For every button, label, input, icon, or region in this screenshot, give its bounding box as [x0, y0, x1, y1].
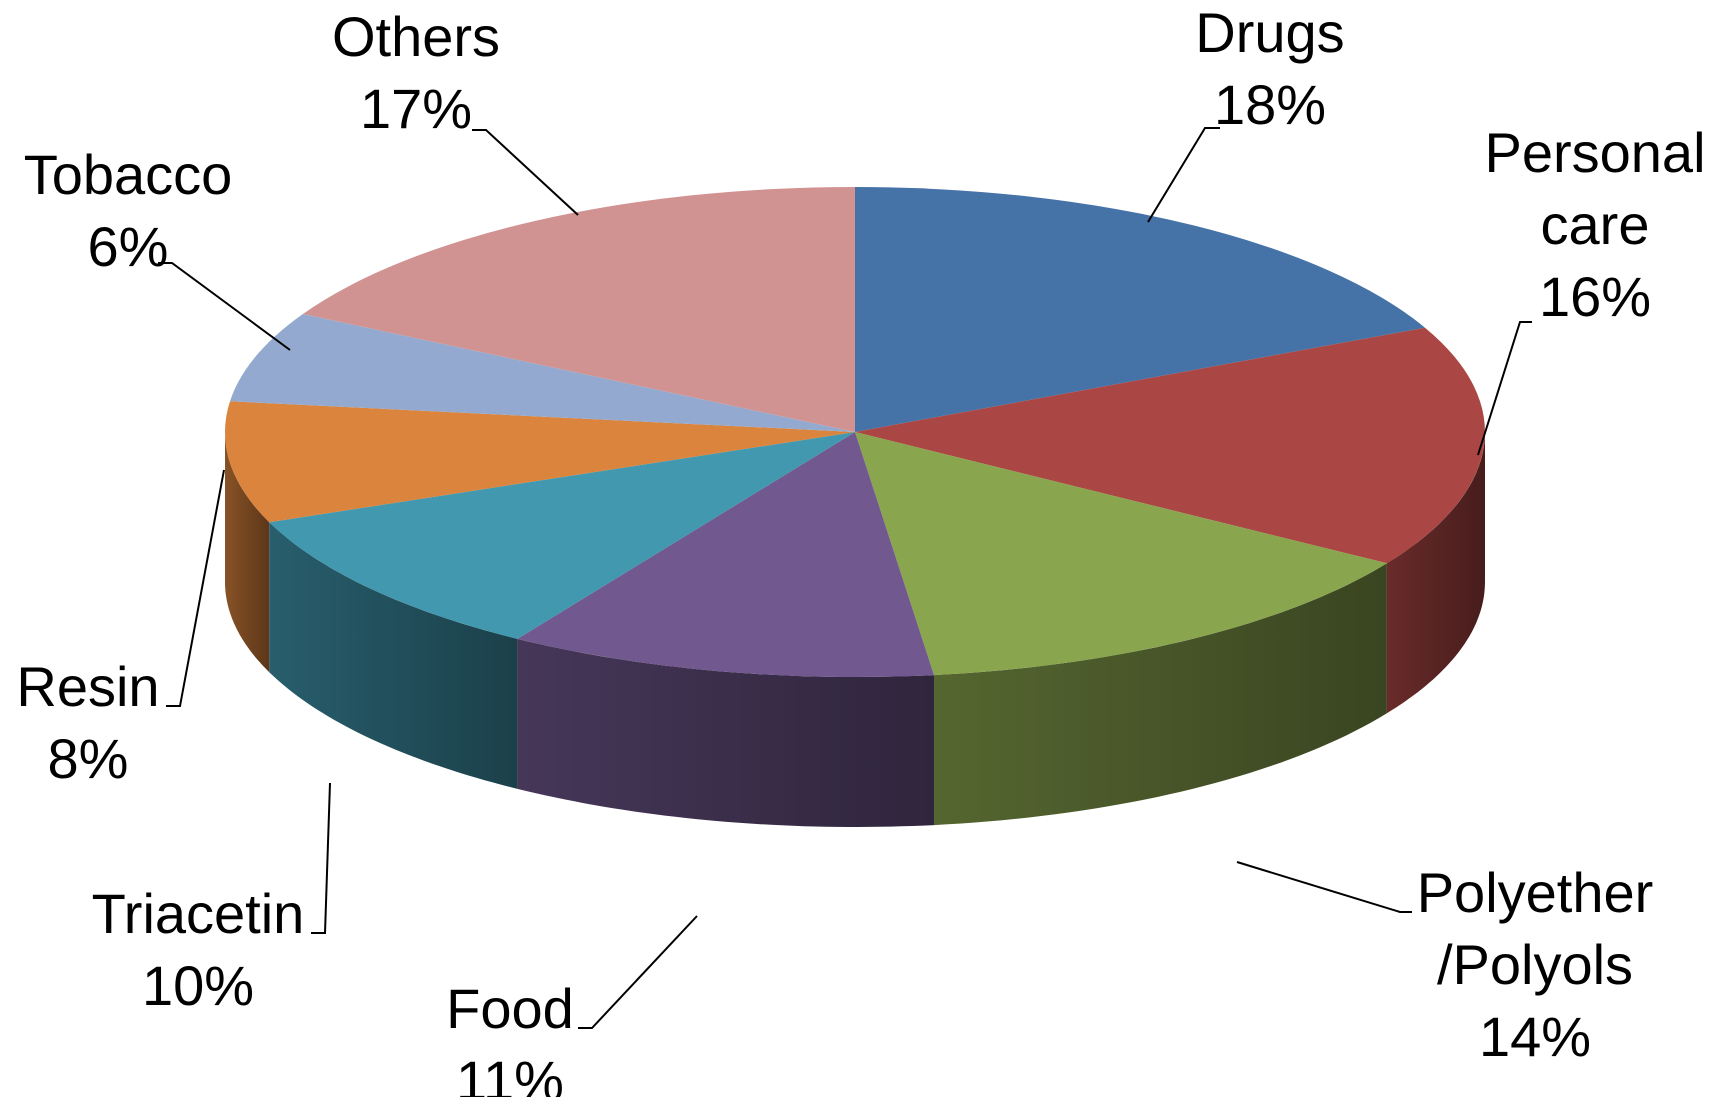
pie-side-personal-care — [1386, 432, 1485, 714]
slice-label-personal-care: Personal — [1484, 121, 1705, 184]
pie-side-polyether-polyols — [934, 563, 1387, 826]
slice-value-drugs: 18% — [1214, 73, 1326, 136]
pie-tops — [225, 187, 1485, 678]
pie-slice-others — [302, 187, 855, 432]
pie-slice-personal-care — [855, 327, 1485, 564]
slice-value-others: 17% — [360, 77, 472, 140]
slice-value-personal-care: 16% — [1539, 265, 1651, 328]
slice-value-triacetin: 10% — [142, 954, 254, 1017]
pie-side-food — [517, 638, 934, 827]
slice-label-tobacco: Tobacco — [24, 143, 233, 206]
slice-label-food: Food — [446, 977, 574, 1040]
leader-line-triacetin — [311, 782, 331, 934]
slice-label-personal-care: care — [1541, 193, 1650, 256]
leader-line-tobacco — [158, 262, 291, 351]
slice-value-polyether-polyols: 14% — [1479, 1005, 1591, 1068]
slice-value-food: 11% — [456, 1049, 564, 1097]
pie-side-resin — [225, 432, 270, 673]
pie-slice-triacetin — [269, 432, 855, 639]
leader-line-others — [472, 129, 579, 216]
slice-value-resin: 8% — [48, 727, 129, 790]
slice-label-polyether-polyols: Polyether — [1417, 861, 1654, 924]
leader-line-polyether-polyols — [1236, 861, 1412, 913]
pie-side-triacetin — [269, 522, 518, 789]
pie-slice-tobacco — [230, 314, 855, 432]
slice-label-others: Others — [332, 5, 500, 68]
slice-label-drugs: Drugs — [1195, 1, 1344, 64]
slice-labels: Drugs 18% Personal care 16% Polyether/Polyols… — [16, 1, 1705, 1097]
pie-slice-drugs — [855, 187, 1425, 432]
pie-slice-resin — [225, 401, 856, 523]
leader-lines — [158, 127, 1532, 1029]
slice-label-triacetin: Triacetin — [92, 882, 305, 945]
slice-value-tobacco: 6% — [88, 215, 169, 278]
leader-line-drugs — [1147, 127, 1220, 223]
leader-line-food — [578, 915, 698, 1029]
slice-label-polyether-polyols: /Polyols — [1437, 933, 1633, 996]
slice-label-resin: Resin — [16, 655, 159, 718]
leader-line-resin — [166, 469, 225, 707]
pie-slice-food — [517, 432, 934, 678]
leader-line-personal-care — [1477, 321, 1532, 456]
pie-slice-polyether-polyols — [855, 432, 1387, 676]
pie-sides — [225, 432, 1485, 827]
